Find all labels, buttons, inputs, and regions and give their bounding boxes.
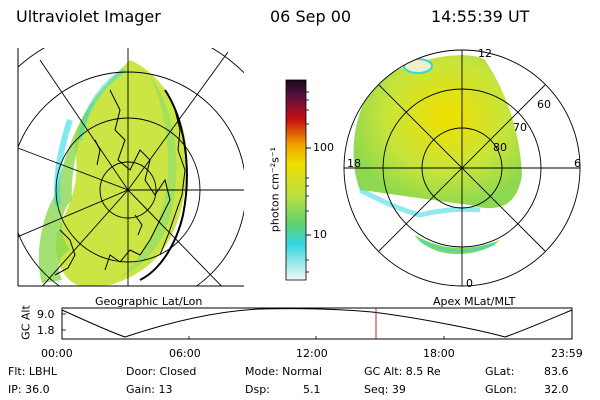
altitude-curve — [61, 308, 573, 338]
instrument-title: Ultraviolet Imager — [16, 7, 161, 26]
mlt-label-18: 18 — [347, 157, 361, 170]
time-tick-1800: 18:00 — [423, 347, 455, 360]
right-auroral-oval — [353, 55, 522, 209]
lat-label-80: 80 — [493, 141, 507, 154]
geographic-map — [18, 48, 244, 286]
glat-label: GLat: — [485, 365, 515, 378]
mlt-label-6: 6 — [574, 157, 581, 170]
time-tick-0600: 06:00 — [169, 347, 201, 360]
time-tick-1200: 12:00 — [296, 347, 328, 360]
door-info: Door: Closed — [126, 365, 197, 378]
lat-label-70: 70 — [513, 121, 527, 134]
magnetic-map — [353, 55, 522, 255]
mlt-label-0: 0 — [466, 277, 473, 290]
glon-value: 32.0 — [544, 383, 569, 396]
colorbar-tick-100: 100 — [313, 141, 334, 154]
mode-info: Mode: Normal — [245, 365, 322, 378]
date-label: 06 Sep 00 — [270, 7, 352, 26]
time-tick-0000: 00:00 — [41, 347, 73, 360]
time-label: 14:55:39 UT — [431, 7, 530, 26]
seq-info: Seq: 39 — [364, 383, 406, 396]
altitude-tick-1-8: 1.8 — [37, 324, 55, 337]
time-tick-2359: 23:59 — [551, 347, 583, 360]
glat-value: 83.6 — [544, 365, 569, 378]
altitude-tick-9: 9.0 — [37, 308, 55, 321]
ip-info: IP: 36.0 — [8, 383, 50, 396]
altitude-strip-frame — [61, 307, 573, 340]
colorbar — [285, 79, 307, 281]
altitude-axis-label: GC Alt — [19, 305, 33, 340]
mlt-label-12: 12 — [478, 47, 492, 60]
gain-info: Gain: 13 — [126, 383, 173, 396]
filter-info: Flt: LBHL — [8, 365, 57, 378]
glon-label: GLon: — [485, 383, 517, 396]
left-map-caption: Geographic Lat/Lon — [95, 295, 203, 308]
dsp-label: Dsp: — [245, 383, 270, 396]
gc-alt-info: GC Alt: 8.5 Re — [364, 365, 441, 378]
colorbar-tick-10: 10 — [313, 228, 327, 241]
coastline — [54, 89, 186, 276]
dsp-value: 5.1 — [303, 383, 321, 396]
right-map-caption: Apex MLat/MLT — [433, 295, 516, 308]
lat-label-60: 60 — [537, 98, 551, 111]
